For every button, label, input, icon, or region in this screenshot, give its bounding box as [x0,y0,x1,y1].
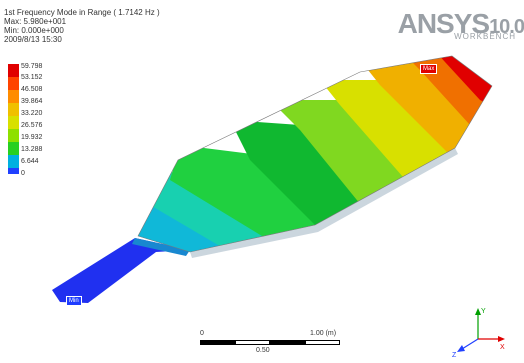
max-tag[interactable]: Max [420,64,438,74]
legend-label: 26.576 [21,122,43,129]
model-tail-edge [132,238,190,256]
model-outline [137,55,493,253]
legend-swatch [8,155,19,168]
max-value: Max: 5.980e+001 [4,17,67,26]
legend-label: 19.932 [21,134,43,141]
logo-text: ANSYS10.0 [397,8,524,39]
legend-swatch [8,103,19,116]
scale-bar: 0 1.00 (m) 0.50 [200,330,340,360]
legend-label: 59.798 [21,63,43,70]
legend-swatch [8,129,19,142]
legend-swatch [8,77,19,90]
scale-right-label: 1.00 (m) [310,330,337,337]
model-bottom-edge [190,148,458,258]
scale-segment [235,340,270,345]
scale-bar-base [200,340,340,345]
scale-segment [305,340,340,345]
legend-label: 33.220 [21,110,43,117]
legend-swatch [8,116,19,129]
legend-swatch [8,90,19,103]
legend-label: 0 [21,170,25,177]
axis-x-label: X [500,344,505,351]
min-value: Min: 0.000e+000 [4,26,64,35]
axis-triad[interactable]: Y X Z [448,305,508,360]
scale-mid-label: 0.50 [256,347,270,354]
model-body [138,56,492,252]
legend-label: 13.288 [21,146,43,153]
axis-z-label: Z [452,352,457,359]
ansys-logo: ANSYS10.0 WORKBENCH [398,10,524,50]
result-title: 1st Frequency Mode in Range ( 1.7142 Hz … [4,8,160,17]
legend-label: 39.864 [21,98,43,105]
logo-subtitle: WORKBENCH [454,32,516,41]
legend-label: 53.152 [21,74,43,81]
legend-label: 46.508 [21,86,43,93]
legend-swatch [8,142,19,155]
legend-swatch [8,64,19,77]
result-header: 1st Frequency Mode in Range ( 1.7142 Hz … [4,8,160,44]
model-tail [52,238,190,303]
legend-label: 6.644 [21,158,39,165]
scale-left-label: 0 [200,330,204,337]
axis-y-label: Y [481,308,486,315]
min-tag[interactable]: Min [66,296,82,306]
timestamp: 2009/8/13 15:30 [4,35,62,44]
legend-swatch [8,168,19,174]
